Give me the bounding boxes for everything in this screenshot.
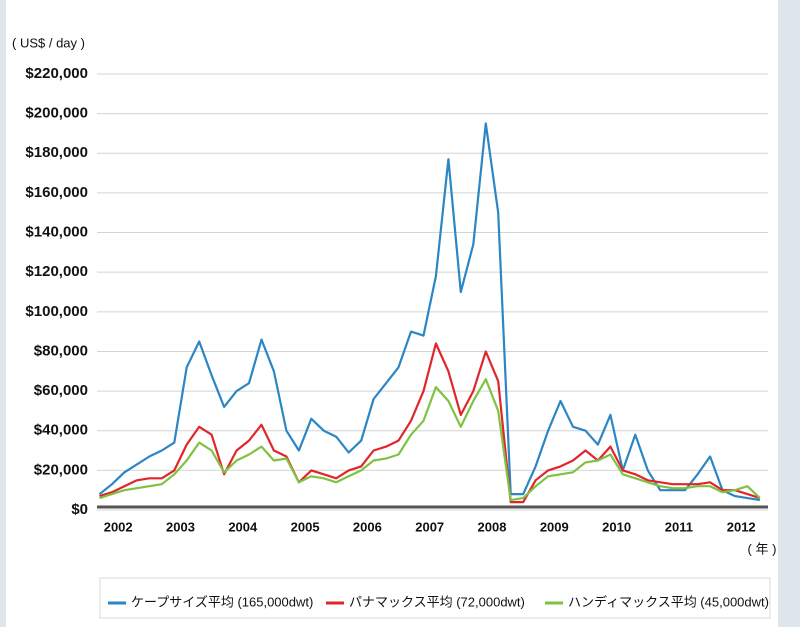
y-tick-label: $120,000 bbox=[25, 263, 88, 280]
y-tick-label: $180,000 bbox=[25, 144, 88, 161]
series-line bbox=[99, 378, 761, 502]
x-tick-label: 2006 bbox=[353, 519, 382, 534]
x-tick-label: 2008 bbox=[478, 519, 507, 534]
y-tick-label: $200,000 bbox=[25, 105, 88, 122]
x-tick-label: 2004 bbox=[228, 519, 258, 534]
legend-label: ケープサイズ平均 (165,000dwt) bbox=[131, 594, 313, 609]
x-tick-label: 2012 bbox=[727, 519, 756, 534]
chart-background bbox=[6, 0, 778, 627]
x-tick-label: 2011 bbox=[665, 519, 693, 534]
legend-box bbox=[99, 577, 771, 619]
x-tick-label: 2003 bbox=[166, 519, 195, 534]
x-tick-label: 2009 bbox=[540, 519, 569, 534]
y-tick-label: $0 bbox=[71, 501, 88, 518]
x-tick-label: 2002 bbox=[104, 519, 133, 534]
y-tick-label: $220,000 bbox=[25, 65, 88, 82]
y-tick-label: $100,000 bbox=[25, 303, 88, 320]
y-axis-label: ( US$ / day ) bbox=[12, 35, 85, 50]
y-tick-label: $140,000 bbox=[25, 224, 88, 241]
x-tick-label: 2007 bbox=[415, 519, 444, 534]
x-tick-label: 2010 bbox=[602, 519, 631, 534]
y-tick-label: $80,000 bbox=[34, 342, 88, 359]
y-tick-label: $60,000 bbox=[34, 382, 88, 399]
y-tick-label: $160,000 bbox=[25, 184, 88, 201]
legend-label: ハンディマックス平均 (45,000dwt) bbox=[568, 594, 769, 609]
x-tick-label: 2005 bbox=[291, 519, 320, 534]
y-tick-label: $20,000 bbox=[34, 461, 88, 478]
series-line bbox=[98, 122, 761, 502]
y-tick-label: $40,000 bbox=[34, 422, 88, 439]
x-axis-label: ( 年 ) bbox=[748, 541, 777, 556]
series-line bbox=[99, 342, 761, 504]
legend-label: パナマックス平均 (72,000dwt) bbox=[349, 594, 525, 609]
